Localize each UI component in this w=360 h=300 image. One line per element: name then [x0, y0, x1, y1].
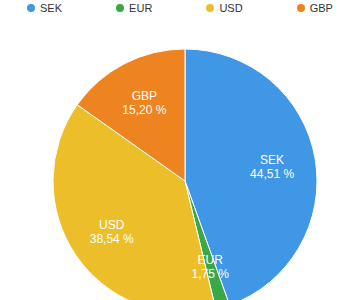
svg-text:USD38,54 %: USD38,54 %: [90, 218, 134, 246]
svg-text:EUR1,75 %: EUR1,75 %: [192, 253, 230, 281]
html-text:SEK: SEK: [40, 2, 62, 14]
html-text:GBP: GBP: [309, 2, 333, 14]
svg-text:SEK44,51 %: SEK44,51 %: [250, 153, 294, 181]
html-text:USD: USD: [219, 2, 243, 14]
html-text:EUR: EUR: [129, 2, 153, 14]
svg-text:GBP15,20 %: GBP15,20 %: [122, 89, 166, 117]
